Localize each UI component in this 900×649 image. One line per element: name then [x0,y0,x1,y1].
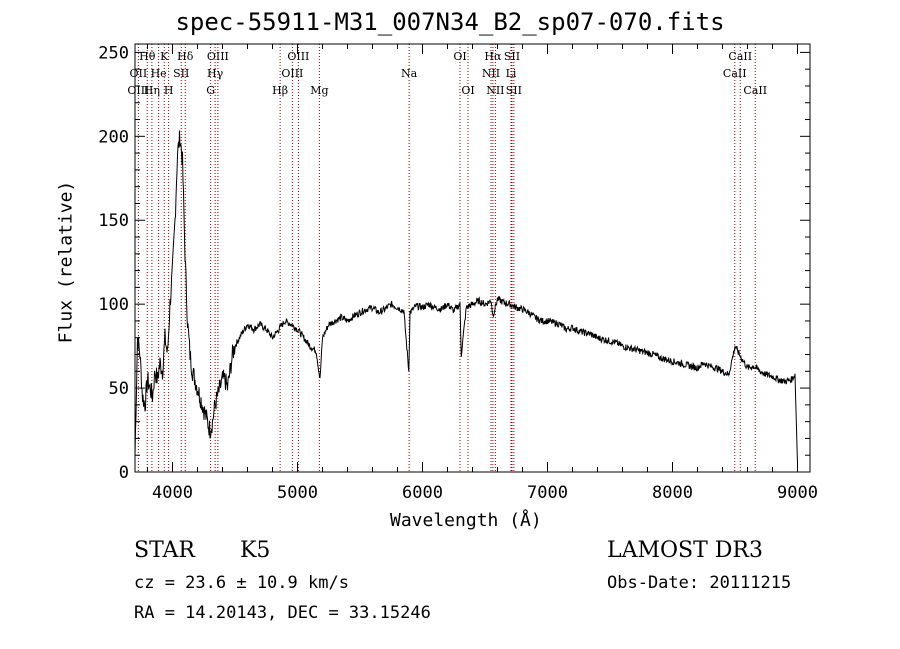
y-tick-label-4: 200 [98,127,129,147]
y-tick-label-3: 150 [98,211,129,231]
object-class: STAR [134,538,195,563]
x-tick-label-3: 7000 [527,483,568,503]
line-label-25: CaII [728,50,752,63]
line-label-17: OI [453,50,466,63]
line-label-19: Hα [484,50,502,63]
spectral-line-markers [137,44,756,472]
line-label-6: Hδ [177,50,194,63]
line-label-1: OII [130,67,148,80]
object-subclass: K5 [240,538,271,563]
line-label-27: CaII [743,84,767,97]
line-label-22: Li [506,67,517,80]
line-label-16: Na [401,67,418,80]
y-axis-label: Flux (relative) [55,180,77,344]
x-tick-label-4: 8000 [652,483,693,503]
line-label-7: SII [173,67,189,80]
line-label-23: NII [486,84,504,97]
line-label-11: G [206,84,215,97]
line-label-2: OIII [127,84,149,97]
line-label-5: Hη [144,84,160,97]
line-label-9: OIII [207,50,229,63]
line-label-3: K [160,50,169,63]
line-label-4: He [151,67,167,80]
line-label-13: OIII [281,67,303,80]
spectrum-series-line [134,130,798,464]
y-tick-label-0: 0 [119,463,129,483]
line-label-14: Hβ [272,84,288,97]
chart-title: spec-55911-M31_007N34_B2_sp07-070.fits [175,8,725,36]
y-tick-label-5: 250 [98,43,129,63]
x-tick-label-5: 9000 [777,483,818,503]
line-label-12: OIII [287,50,309,63]
line-label-18: OI [461,84,474,97]
observation-date: Obs-Date: 20111215 [607,573,792,593]
x-tick-label-0: 4000 [152,483,193,503]
x-axis-ticks: 4000 5000 6000 7000 8000 9000 [147,44,818,503]
line-label-20: SII [504,50,520,63]
redshift-velocity: cz = 23.6 ± 10.9 km/s [134,573,349,593]
y-axis-ticks: 0 50 100 150 200 250 [98,43,810,483]
spectral-line-labels: Hθ OII OIII K He Hη Hδ SII H OIII Hγ G OIII OIII Hβ Mg N… [127,50,767,97]
ra-dec-coordinates: RA = 14.20143, DEC = 33.15246 [134,603,431,623]
x-tick-label-2: 6000 [402,483,443,503]
line-label-10: Hγ [207,67,224,80]
line-label-0: Hθ [139,50,156,63]
line-label-15: Mg [310,84,328,97]
line-label-24: SII [506,84,522,97]
y-tick-label-1: 50 [109,379,129,399]
line-label-21: NII [482,67,500,80]
x-tick-label-1: 5000 [277,483,318,503]
plot-frame [134,43,811,473]
x-axis-label: Wavelength (Å) [390,510,542,531]
survey-name: LAMOST DR3 [607,538,763,563]
line-label-8: H [164,84,174,97]
line-label-26: CaII [723,67,747,80]
y-tick-label-2: 100 [98,295,129,315]
